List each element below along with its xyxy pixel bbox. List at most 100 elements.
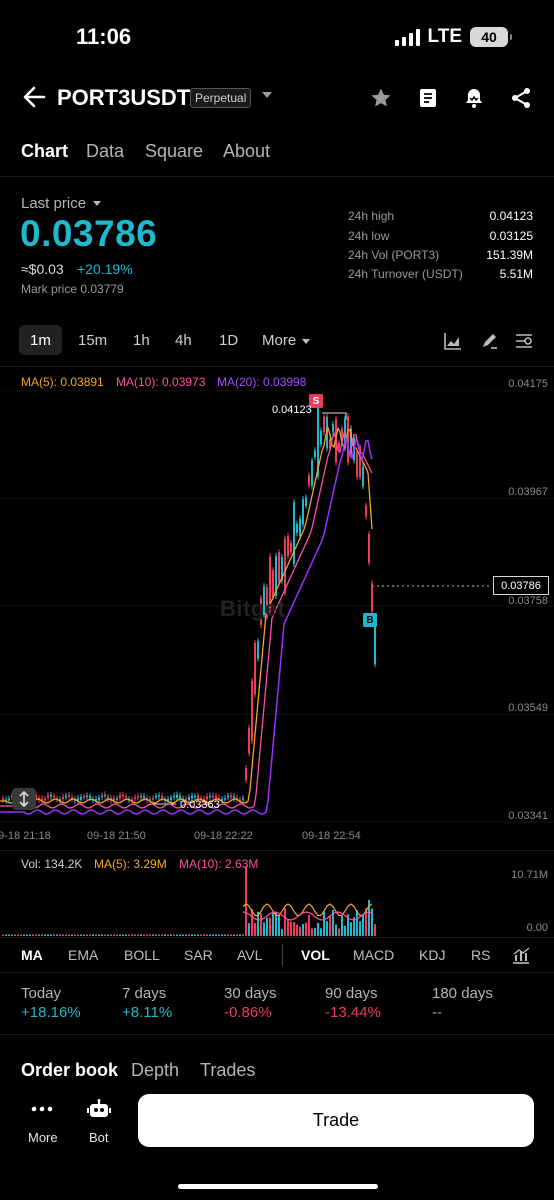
volume-bar: [218, 934, 220, 936]
pair-title[interactable]: PORT3USDT: [57, 85, 191, 110]
volume-bar: [59, 934, 61, 936]
candle-body: [302, 499, 304, 525]
indicator-settings-icon[interactable]: [511, 945, 531, 965]
last-price-caret-icon[interactable]: [93, 201, 101, 206]
timeframe-1h[interactable]: 1h: [133, 332, 150, 349]
tab-chart[interactable]: Chart: [21, 141, 69, 161]
volume-bar: [224, 934, 226, 936]
candle-body: [65, 795, 67, 798]
candle-body: [50, 794, 52, 797]
candle-body: [275, 555, 277, 597]
volume-bar: [56, 934, 58, 936]
volume-bar: [65, 934, 67, 936]
timeframe-more[interactable]: More: [262, 332, 297, 349]
indicator-sar[interactable]: SAR: [184, 947, 213, 963]
volume-bar: [347, 914, 349, 936]
volume-bar: [68, 934, 70, 936]
candle-body: [362, 466, 364, 487]
chevron-down-icon[interactable]: [262, 92, 272, 98]
bot-button[interactable]: Bot: [89, 1130, 109, 1145]
indicator-rs[interactable]: RS: [471, 947, 491, 963]
tab-square[interactable]: Square: [145, 141, 204, 161]
tab-about[interactable]: About: [223, 141, 271, 161]
candle-body: [221, 799, 223, 802]
candle-body: [170, 797, 172, 801]
indicator-ma[interactable]: MA: [21, 947, 43, 963]
perf-divider: [0, 972, 554, 973]
chart-type-icon[interactable]: [443, 331, 463, 351]
y-axis-label: 0.03341: [508, 810, 548, 822]
volume-bar: [116, 934, 118, 936]
last-price-label[interactable]: Last price: [21, 195, 87, 212]
more-dots-icon[interactable]: [31, 1104, 53, 1114]
candle-body: [194, 796, 196, 798]
more-button[interactable]: More: [28, 1130, 58, 1145]
candle-body: [158, 795, 160, 797]
timeframe-15m[interactable]: 15m: [78, 332, 108, 349]
back-arrow-icon[interactable]: [22, 84, 48, 110]
volume-bar: [323, 911, 325, 936]
volume-bar: [251, 909, 253, 936]
candle-body: [236, 797, 238, 800]
candle-body: [233, 796, 235, 799]
volume-bar: [308, 914, 310, 936]
indicator-ema[interactable]: EMA: [68, 947, 99, 963]
candle-body: [299, 518, 301, 537]
indicator-separator: [282, 944, 283, 966]
star-icon[interactable]: [369, 86, 393, 110]
volume-bar: [149, 934, 151, 936]
volume-bar: [302, 923, 304, 936]
volume-bar: [362, 914, 364, 936]
volume-bar: [125, 934, 127, 936]
volume-bar: [89, 934, 91, 936]
volume-bar: [374, 924, 376, 936]
timeframe-1d[interactable]: 1D: [219, 332, 239, 349]
volume-bar: [239, 934, 241, 936]
volume-bar: [29, 934, 31, 936]
tab-trades[interactable]: Trades: [200, 1060, 256, 1080]
tab-depth[interactable]: Depth: [131, 1060, 180, 1080]
volume-bar: [263, 922, 265, 936]
indicator-avl[interactable]: AVL: [237, 947, 263, 963]
volume-bar: [338, 928, 340, 936]
timeframe-4h[interactable]: 4h: [175, 332, 192, 349]
candle-body: [173, 795, 175, 798]
volume-bar: [110, 934, 112, 936]
indicator-macd[interactable]: MACD: [353, 947, 395, 963]
candle-body: [230, 795, 232, 797]
volume-bar: [266, 917, 268, 936]
x-axis-label: 09-18 21:18: [0, 830, 51, 842]
document-icon[interactable]: [416, 86, 440, 110]
chevron-down-icon[interactable]: [302, 339, 310, 344]
candle-body: [131, 799, 133, 802]
candle-body: [311, 460, 313, 487]
volume-bar: [2, 934, 4, 936]
volume-bar: [8, 934, 10, 936]
candle-body: [143, 796, 145, 799]
price-chart[interactable]: [0, 390, 554, 830]
bot-icon[interactable]: [87, 1099, 111, 1121]
volume-ma10-legend: MA(10): 2.63M: [179, 857, 259, 871]
share-icon[interactable]: [509, 86, 533, 110]
signal-icon: [394, 28, 420, 46]
volume-bar: [146, 934, 148, 936]
volume-bar: [164, 934, 166, 936]
resize-handle-icon[interactable]: [12, 788, 36, 810]
indicator-kdj[interactable]: KDJ: [419, 947, 446, 963]
settings-sliders-icon[interactable]: [514, 331, 534, 351]
bell-alert-icon[interactable]: [462, 86, 486, 110]
perf-today-value: +18.16%: [21, 1004, 81, 1021]
tab-data[interactable]: Data: [86, 141, 125, 161]
ma20-line: [0, 436, 373, 815]
trade-button[interactable]: Trade: [138, 1094, 534, 1147]
volume-bar: [287, 919, 289, 936]
tab-order-book[interactable]: Order book: [21, 1060, 119, 1080]
candle-body: [329, 439, 331, 449]
indicator-boll[interactable]: BOLL: [124, 947, 160, 963]
volume-bar: [17, 934, 19, 936]
x-axis-label: 09-18 21:50: [87, 830, 146, 842]
timeframe-1m[interactable]: 1m: [30, 332, 51, 349]
volume-bar: [143, 934, 145, 936]
draw-tool-icon[interactable]: [479, 331, 499, 351]
indicator-vol[interactable]: VOL: [301, 947, 330, 963]
